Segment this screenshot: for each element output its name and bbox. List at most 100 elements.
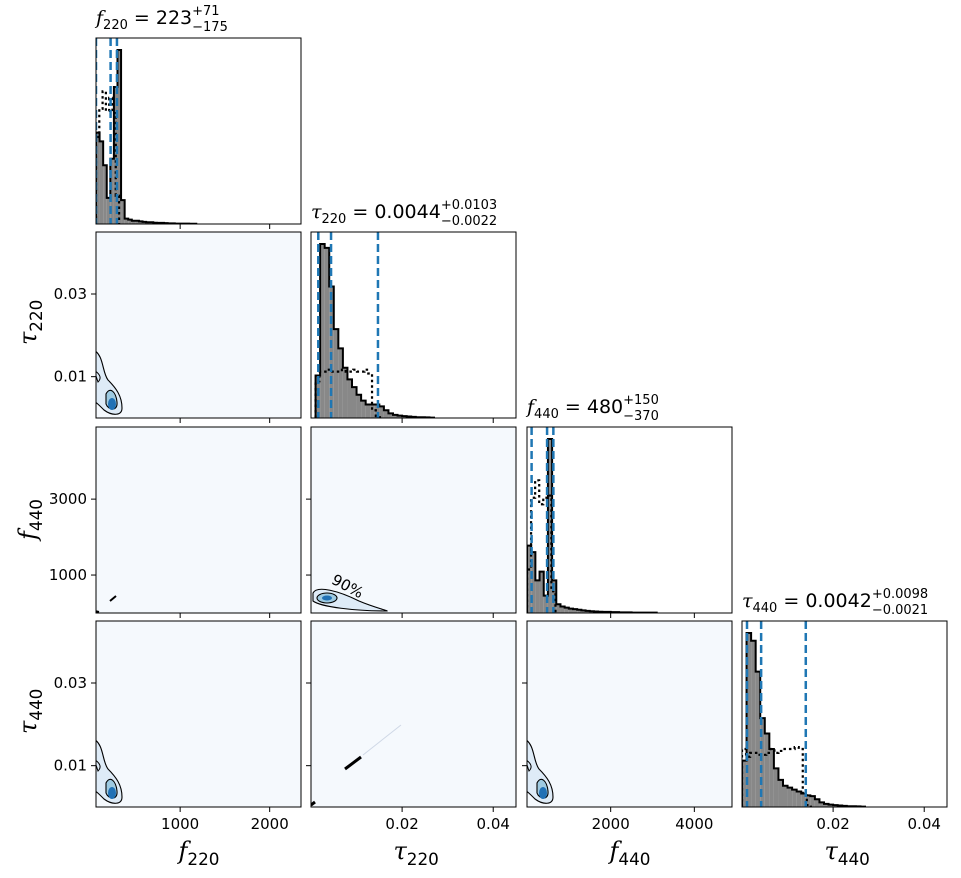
panel-background bbox=[527, 427, 732, 613]
hist-bar bbox=[315, 375, 321, 418]
panel-frame bbox=[741, 620, 948, 808]
panel-background bbox=[311, 427, 516, 613]
hist-bar bbox=[106, 197, 111, 224]
hist-bar bbox=[556, 604, 561, 613]
panel-background bbox=[96, 427, 301, 613]
hist-bar bbox=[760, 718, 765, 807]
contour-mark bbox=[311, 800, 316, 807]
param-title-1: τ220 = 0.0044+0.0103 −0.0022 bbox=[311, 198, 497, 229]
panel-background bbox=[96, 38, 301, 224]
hist-bar bbox=[764, 733, 770, 807]
y-tick-label: 0.03 bbox=[54, 285, 87, 303]
hist-bar bbox=[535, 580, 540, 613]
hist-bar bbox=[374, 404, 380, 418]
prior-histogram bbox=[742, 745, 812, 807]
panel-frame bbox=[95, 620, 302, 808]
contour-island bbox=[96, 370, 101, 383]
y-axis-label-3-symbol: τ bbox=[14, 720, 42, 734]
panel-background bbox=[96, 621, 301, 807]
hist-bar bbox=[564, 607, 569, 613]
x-tick-label: 4000 bbox=[675, 815, 713, 833]
title-symbol: f bbox=[94, 7, 106, 29]
title-subscript: 440 bbox=[534, 407, 559, 422]
hist-bar bbox=[751, 640, 756, 807]
panel-background bbox=[96, 232, 301, 418]
hist-bar bbox=[547, 439, 553, 613]
hist-bar bbox=[96, 132, 100, 224]
contour-mark bbox=[109, 595, 117, 602]
title-lower-error: −0.0021 bbox=[872, 603, 928, 618]
y-axis-label-2-subscript: 440 bbox=[26, 499, 46, 531]
x-tick-label: 2000 bbox=[251, 815, 289, 833]
panel-2-1: 90% bbox=[310, 426, 517, 614]
y-axis-label-1-symbol: τ bbox=[14, 331, 42, 345]
hist-bar bbox=[787, 787, 793, 807]
panel-frame bbox=[310, 231, 517, 419]
panel-frame bbox=[526, 426, 733, 614]
hist-bar bbox=[573, 609, 578, 613]
hist-bar bbox=[135, 220, 139, 224]
contour-island bbox=[527, 759, 532, 772]
y-tick-label: 3000 bbox=[49, 490, 87, 508]
title-subscript: 440 bbox=[753, 601, 778, 616]
hist-bar bbox=[379, 406, 384, 418]
panel-1-0 bbox=[95, 231, 302, 419]
hist-bar bbox=[361, 400, 366, 418]
contour-mark bbox=[344, 755, 362, 771]
contour-core bbox=[539, 787, 547, 799]
y-axis-label-1-subscript: 220 bbox=[26, 300, 46, 332]
hist-bar bbox=[810, 796, 815, 807]
hist-bar bbox=[814, 799, 820, 807]
title-subscript: 220 bbox=[103, 18, 128, 33]
panel-frame bbox=[95, 37, 302, 225]
panel-frame bbox=[95, 231, 302, 419]
x-tick-label: 0.02 bbox=[385, 815, 418, 833]
posterior-histogram-step bbox=[527, 438, 658, 613]
hist-bar bbox=[320, 244, 325, 418]
prior-histogram bbox=[527, 479, 557, 613]
y-tick-label: 1000 bbox=[49, 566, 87, 584]
title-subscript: 220 bbox=[322, 212, 347, 227]
hist-bar bbox=[370, 404, 375, 418]
panel-content: 90% bbox=[312, 571, 388, 612]
hist-bar bbox=[819, 802, 824, 807]
contour-island bbox=[96, 759, 101, 772]
panel-content bbox=[96, 739, 123, 804]
y-axis-label-1: τ220 bbox=[14, 300, 46, 345]
hist-bar bbox=[124, 218, 129, 224]
hist-bar bbox=[365, 404, 371, 418]
diag-panel-2 bbox=[526, 426, 733, 614]
param-title-2: f440 = 480+150 −370 bbox=[525, 393, 659, 424]
x-tick-label: 0.02 bbox=[816, 815, 849, 833]
x-axis-label-2-subscript: 440 bbox=[618, 849, 650, 869]
diag-panel-3 bbox=[741, 620, 948, 808]
title-value: = 0.0042 bbox=[777, 590, 871, 612]
hist-bar bbox=[342, 367, 348, 418]
panel-frame bbox=[95, 426, 302, 614]
posterior-histogram-step bbox=[314, 243, 435, 418]
hist-bar bbox=[110, 158, 114, 224]
hist-bar bbox=[338, 348, 343, 418]
panel-content bbox=[314, 232, 435, 418]
hist-bar bbox=[796, 791, 802, 807]
hist-bar bbox=[352, 387, 357, 418]
title-lower-error: −175 bbox=[192, 20, 228, 35]
hist-bar bbox=[824, 803, 829, 807]
panel-content bbox=[96, 595, 117, 613]
contour-core bbox=[108, 787, 116, 799]
hist-bar bbox=[805, 795, 811, 807]
panel-frame bbox=[526, 620, 733, 808]
hist-bar bbox=[333, 329, 339, 418]
x-axis-label-3: τ440 bbox=[825, 837, 870, 869]
panel-3-2 bbox=[526, 620, 733, 808]
diag-panel-1 bbox=[310, 231, 517, 419]
diag-panel-0 bbox=[95, 37, 302, 225]
title-upper-error: +0.0103 bbox=[441, 198, 497, 213]
panel-frame bbox=[310, 426, 517, 614]
title-value: = 480 bbox=[559, 396, 623, 418]
panel-2-0 bbox=[95, 426, 302, 614]
hist-bar bbox=[828, 804, 834, 807]
hist-bar bbox=[783, 785, 788, 807]
y-axis-label-3-subscript: 440 bbox=[26, 689, 46, 721]
